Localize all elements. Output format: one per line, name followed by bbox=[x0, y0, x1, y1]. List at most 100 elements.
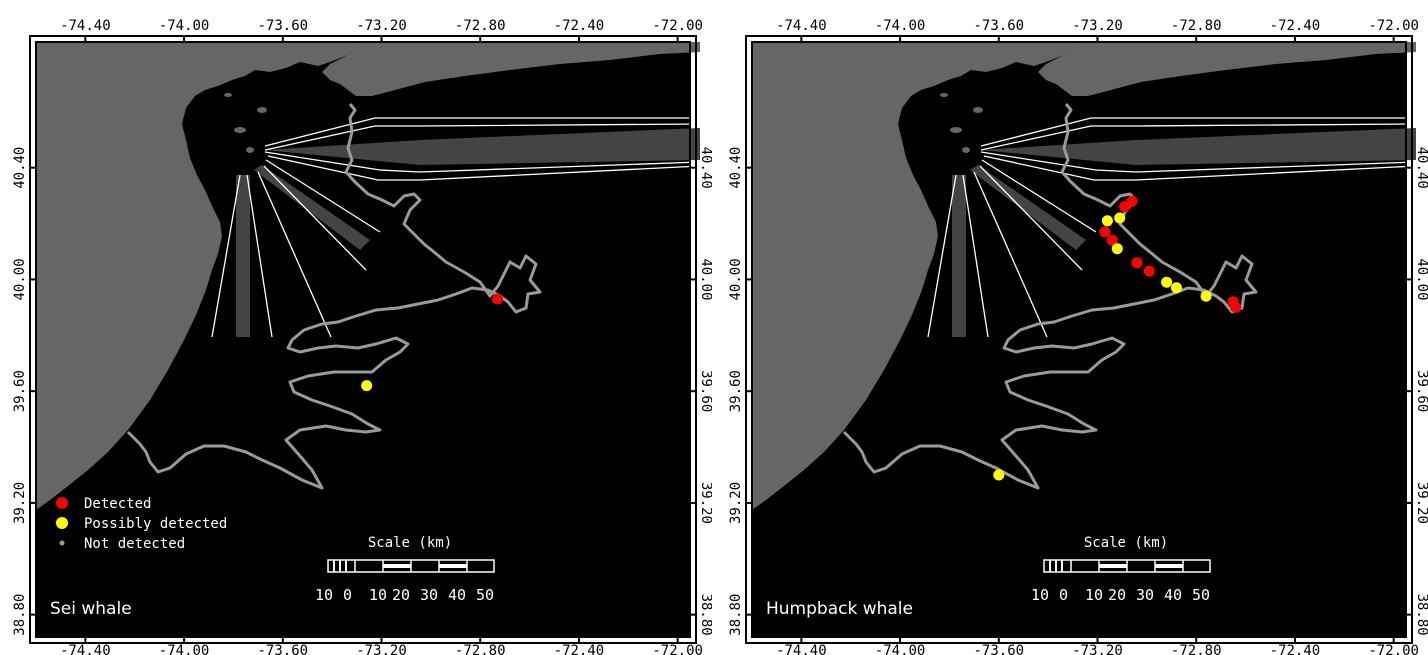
lon-tick-bottom: -72.00 bbox=[652, 643, 703, 655]
lon-tick-bottom: -72.00 bbox=[1368, 643, 1419, 655]
scale-bar-label-5: 40 bbox=[448, 586, 466, 604]
lon-tick-top: -73.20 bbox=[356, 18, 407, 34]
transect-line-4 bbox=[211, 174, 241, 338]
lon-tick-top: -72.00 bbox=[1368, 18, 1419, 34]
transect-line-6 bbox=[973, 171, 1048, 338]
island-6 bbox=[883, 60, 889, 64]
lat-tick-right: 39.60 bbox=[698, 370, 712, 412]
lat-tick-left: 39.20 bbox=[728, 482, 744, 524]
transect-line-3 bbox=[267, 155, 701, 181]
island-3 bbox=[940, 93, 948, 97]
lon-tick-bottom: -73.20 bbox=[356, 643, 407, 655]
detection-point-9 bbox=[1161, 276, 1173, 288]
lat-tick-left: 39.60 bbox=[12, 370, 28, 412]
lon-tick-top: -73.20 bbox=[1072, 18, 1123, 34]
transect-line-7 bbox=[263, 165, 367, 271]
long-island-land bbox=[1038, 42, 1416, 96]
sei-whale-map-panel: -74.40 -74.40 -74.00 -74.00 -73.60 -73.60 -73.… bbox=[0, 0, 712, 655]
lon-tick-top: -73.60 bbox=[974, 18, 1025, 34]
humpback-whale-map-panel: -74.40 -74.40 -74.00 -74.00 -73.60 -73.60 -73.… bbox=[716, 0, 1428, 655]
lat-tick-right: 40.40 bbox=[1414, 147, 1428, 189]
shipping-lane-0 bbox=[981, 128, 1416, 165]
transect-line-8 bbox=[981, 159, 1097, 233]
island-5 bbox=[894, 68, 902, 72]
detection-point-0 bbox=[492, 293, 503, 305]
scale-bar-label-4: 30 bbox=[420, 586, 438, 604]
new-jersey-land bbox=[36, 42, 360, 510]
lat-tick-left: 40.40 bbox=[12, 147, 28, 189]
detection-point-4 bbox=[1099, 226, 1111, 238]
lat-tick-left: 40.00 bbox=[12, 258, 28, 300]
legend-label-1: Possibly detected bbox=[84, 516, 227, 532]
lon-tick-top: -72.40 bbox=[554, 18, 605, 34]
lon-tick-top: -72.80 bbox=[455, 18, 506, 34]
detection-point-11 bbox=[1200, 290, 1212, 302]
lon-tick-bottom: -73.60 bbox=[974, 643, 1025, 655]
panel-title: Sei whale bbox=[50, 599, 132, 619]
lon-tick-bottom: -72.80 bbox=[1171, 643, 1222, 655]
lat-tick-right: 39.60 bbox=[1414, 370, 1428, 412]
scale-bar-label-5: 40 bbox=[1164, 586, 1182, 604]
transect-line-5 bbox=[962, 174, 989, 338]
scale-bar-label-3: 20 bbox=[1108, 586, 1126, 604]
lon-tick-top: -72.40 bbox=[1270, 18, 1321, 34]
detection-point-5 bbox=[1106, 234, 1118, 246]
scale-bar-label-2: 10 bbox=[1085, 586, 1103, 604]
scale-bar-label-0: 10 bbox=[315, 586, 333, 604]
detection-point-7 bbox=[1131, 257, 1143, 269]
island-2 bbox=[973, 107, 983, 113]
island-0 bbox=[234, 127, 246, 133]
scale-bar-label-4: 30 bbox=[1136, 586, 1154, 604]
transect-line-2 bbox=[264, 151, 701, 173]
lon-tick-bottom: -73.60 bbox=[258, 643, 309, 655]
legend-marker-2 bbox=[59, 540, 65, 546]
legend-label-0: Detected bbox=[84, 496, 151, 512]
island-3 bbox=[224, 93, 232, 97]
map-outer-frame bbox=[29, 35, 697, 644]
lat-tick-left: 39.60 bbox=[728, 370, 744, 412]
island-2 bbox=[257, 107, 267, 113]
long-island-land bbox=[322, 42, 700, 96]
scale-bar-title: Scale (km) bbox=[368, 535, 452, 551]
lat-tick-right: 40.00 bbox=[1414, 258, 1428, 300]
map-outer-frame bbox=[745, 35, 1413, 644]
island-0 bbox=[950, 127, 962, 133]
lat-tick-left: 40.40 bbox=[728, 147, 744, 189]
detection-point-8 bbox=[1143, 265, 1155, 277]
map-frame bbox=[751, 41, 1407, 638]
scale-bar-label-6: 50 bbox=[476, 586, 494, 604]
detection-point-1 bbox=[361, 380, 373, 392]
island-4 bbox=[195, 75, 205, 81]
island-4 bbox=[911, 75, 921, 81]
lon-tick-bottom: -72.40 bbox=[1270, 643, 1321, 655]
detection-point-13 bbox=[1230, 301, 1242, 313]
shipping-lane-0 bbox=[265, 128, 700, 165]
new-jersey-land bbox=[752, 42, 1076, 510]
lat-tick-right: 39.20 bbox=[1414, 482, 1428, 524]
lat-tick-left: 40.00 bbox=[728, 258, 744, 300]
legend-label-2: Not detected bbox=[84, 536, 185, 552]
lon-tick-bottom: -74.00 bbox=[875, 643, 926, 655]
lat-tick-right: 38.80 bbox=[1414, 594, 1428, 636]
lon-tick-top: -74.40 bbox=[776, 18, 827, 34]
transect-line-2 bbox=[980, 151, 1417, 173]
island-1 bbox=[246, 147, 254, 153]
map-frame bbox=[35, 41, 691, 638]
transect-line-0 bbox=[264, 117, 700, 147]
lon-tick-bottom: -74.40 bbox=[776, 643, 827, 655]
humpback-whale-map: -74.40 -74.40 -74.00 -74.00 -73.60 -73.60 -73.… bbox=[728, 18, 1428, 655]
transect-line-0 bbox=[980, 117, 1416, 147]
transect-line-1 bbox=[264, 123, 701, 151]
detection-point-1 bbox=[1119, 201, 1131, 213]
lon-tick-top: -72.00 bbox=[652, 18, 703, 34]
shipping-lane-1 bbox=[236, 175, 250, 337]
lat-tick-right: 38.80 bbox=[698, 594, 712, 636]
transect-line-7 bbox=[979, 165, 1083, 271]
lon-tick-top: -74.40 bbox=[60, 18, 111, 34]
detection-point-2 bbox=[1114, 212, 1126, 224]
transect-line-5 bbox=[246, 174, 273, 338]
island-5 bbox=[178, 68, 186, 72]
shipping-lane-1 bbox=[952, 175, 966, 337]
detection-point-6 bbox=[1111, 243, 1123, 255]
lon-tick-top: -74.00 bbox=[159, 18, 210, 34]
